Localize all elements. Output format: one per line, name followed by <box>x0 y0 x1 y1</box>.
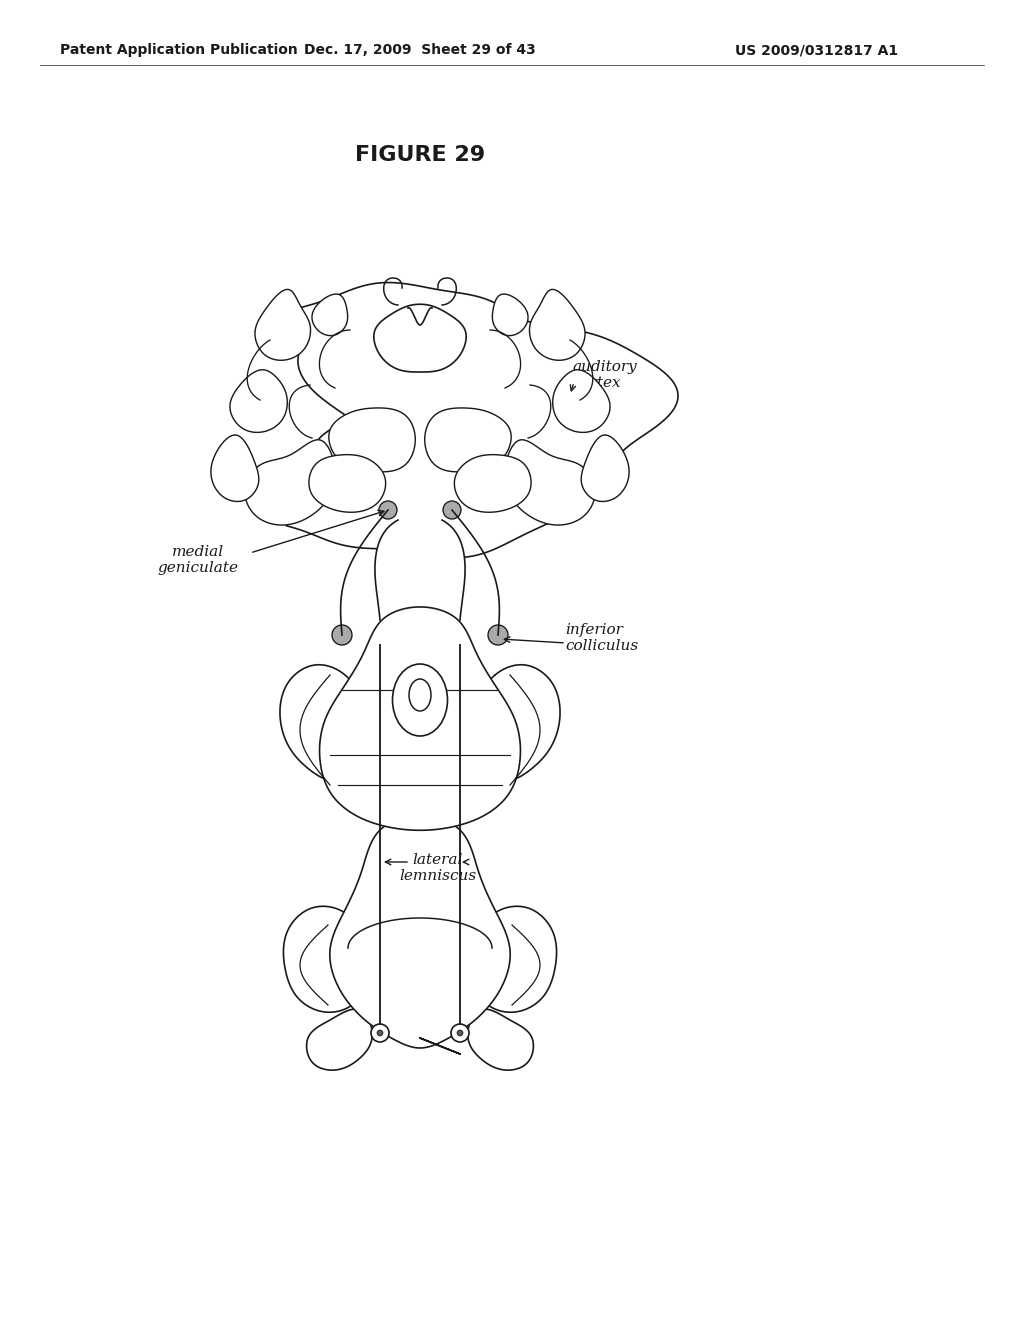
Polygon shape <box>474 665 560 780</box>
Polygon shape <box>312 294 347 335</box>
Polygon shape <box>493 294 528 335</box>
Text: auditory
cortex: auditory cortex <box>572 360 637 391</box>
Circle shape <box>451 1024 469 1041</box>
Circle shape <box>332 624 352 645</box>
Polygon shape <box>329 408 416 471</box>
Polygon shape <box>280 665 366 780</box>
Polygon shape <box>284 907 369 1012</box>
Ellipse shape <box>392 664 447 737</box>
Polygon shape <box>455 454 531 512</box>
Circle shape <box>377 1030 383 1036</box>
Polygon shape <box>245 440 336 525</box>
Circle shape <box>379 502 397 519</box>
Ellipse shape <box>409 678 431 711</box>
Polygon shape <box>468 1008 534 1071</box>
Polygon shape <box>230 370 288 433</box>
Circle shape <box>371 1024 389 1041</box>
Polygon shape <box>374 304 466 372</box>
Polygon shape <box>330 816 510 1048</box>
Polygon shape <box>553 370 610 433</box>
Polygon shape <box>283 282 678 557</box>
Circle shape <box>488 624 508 645</box>
Polygon shape <box>505 440 595 525</box>
Text: lateral
lemniscus: lateral lemniscus <box>399 853 476 883</box>
Polygon shape <box>255 289 310 360</box>
Polygon shape <box>211 436 259 502</box>
Text: inferior
colliculus: inferior colliculus <box>565 623 638 653</box>
Polygon shape <box>306 1008 372 1071</box>
Polygon shape <box>471 907 557 1012</box>
Polygon shape <box>425 408 511 471</box>
Polygon shape <box>375 520 465 620</box>
Polygon shape <box>582 436 629 502</box>
Polygon shape <box>319 607 520 830</box>
Text: Patent Application Publication: Patent Application Publication <box>60 44 298 57</box>
Text: US 2009/0312817 A1: US 2009/0312817 A1 <box>735 44 898 57</box>
Polygon shape <box>529 289 585 360</box>
Text: FIGURE 29: FIGURE 29 <box>355 145 485 165</box>
Text: Dec. 17, 2009  Sheet 29 of 43: Dec. 17, 2009 Sheet 29 of 43 <box>304 44 536 57</box>
Circle shape <box>443 502 461 519</box>
Polygon shape <box>309 454 386 512</box>
Text: medial
geniculate: medial geniculate <box>158 545 239 576</box>
Circle shape <box>457 1030 463 1036</box>
